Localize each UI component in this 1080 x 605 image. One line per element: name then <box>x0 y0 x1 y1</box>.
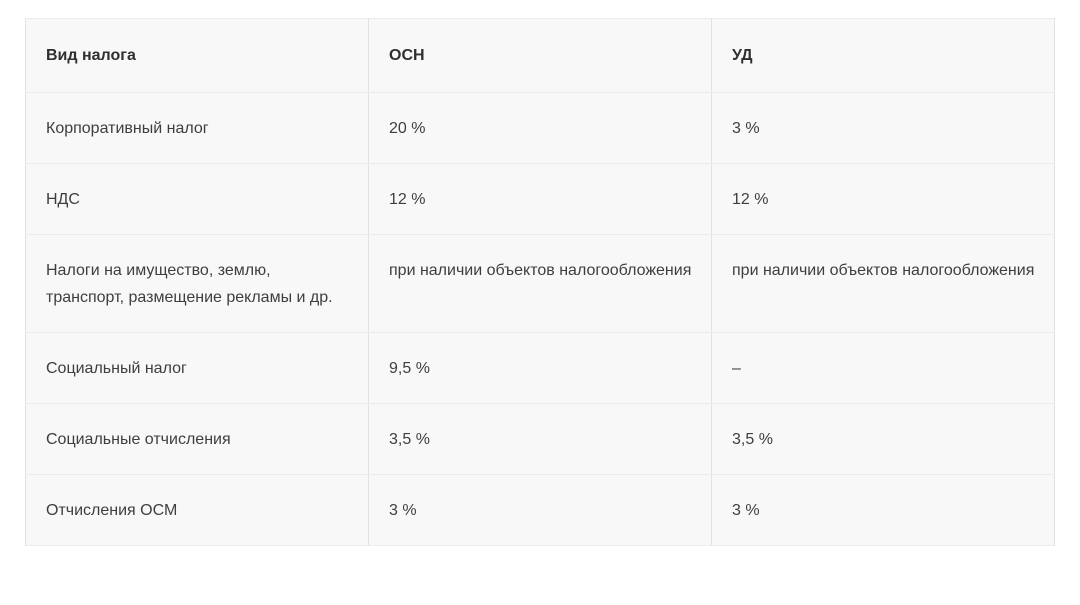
tax-rate-cell: 20 % <box>368 92 712 164</box>
table-row: Корпоративный налог 20 % 3 % <box>25 92 1055 164</box>
tax-rate-cell: 12 % <box>368 163 712 235</box>
table-header-row: Вид налога ОСН УД <box>25 18 1055 93</box>
tax-rate-cell: – <box>711 332 1055 404</box>
tax-rate-cell: при наличии объектов налогообложения <box>711 234 1055 333</box>
tax-type-cell: НДС <box>25 163 369 235</box>
column-header-ud: УД <box>711 18 1055 93</box>
table-body: Корпоративный налог 20 % 3 % НДС 12 % 12 % Нал… <box>25 92 1055 546</box>
tax-rate-cell: 3 % <box>711 92 1055 164</box>
tax-type-cell: Корпоративный налог <box>25 92 369 164</box>
tax-rate-cell: 3 % <box>368 474 712 546</box>
page: Вид налога ОСН УД Корпоративный налог 20 … <box>25 18 1055 546</box>
tax-type-cell: Налоги на имущество, землю, транспорт, р… <box>25 234 369 333</box>
table-header: Вид налога ОСН УД <box>25 18 1055 93</box>
column-header-osn: ОСН <box>368 18 712 93</box>
tax-rate-cell: 3 % <box>711 474 1055 546</box>
tax-type-cell: Социальный налог <box>25 332 369 404</box>
tax-type-cell: Отчисления ОСМ <box>25 474 369 546</box>
tax-type-cell: Социальные отчисления <box>25 403 369 475</box>
tax-rate-cell: 9,5 % <box>368 332 712 404</box>
table-row: НДС 12 % 12 % <box>25 163 1055 235</box>
table-row: Отчисления ОСМ 3 % 3 % <box>25 474 1055 546</box>
table-row: Социальные отчисления 3,5 % 3,5 % <box>25 403 1055 475</box>
tax-rate-cell: при наличии объектов налогообложения <box>368 234 712 333</box>
tax-rate-cell: 12 % <box>711 163 1055 235</box>
tax-rate-cell: 3,5 % <box>368 403 712 475</box>
tax-rate-cell: 3,5 % <box>711 403 1055 475</box>
table-row: Налоги на имущество, землю, транспорт, р… <box>25 234 1055 333</box>
table-row: Социальный налог 9,5 % – <box>25 332 1055 404</box>
tax-rates-table: Вид налога ОСН УД Корпоративный налог 20 … <box>25 18 1055 546</box>
column-header-tax-type: Вид налога <box>25 18 369 93</box>
